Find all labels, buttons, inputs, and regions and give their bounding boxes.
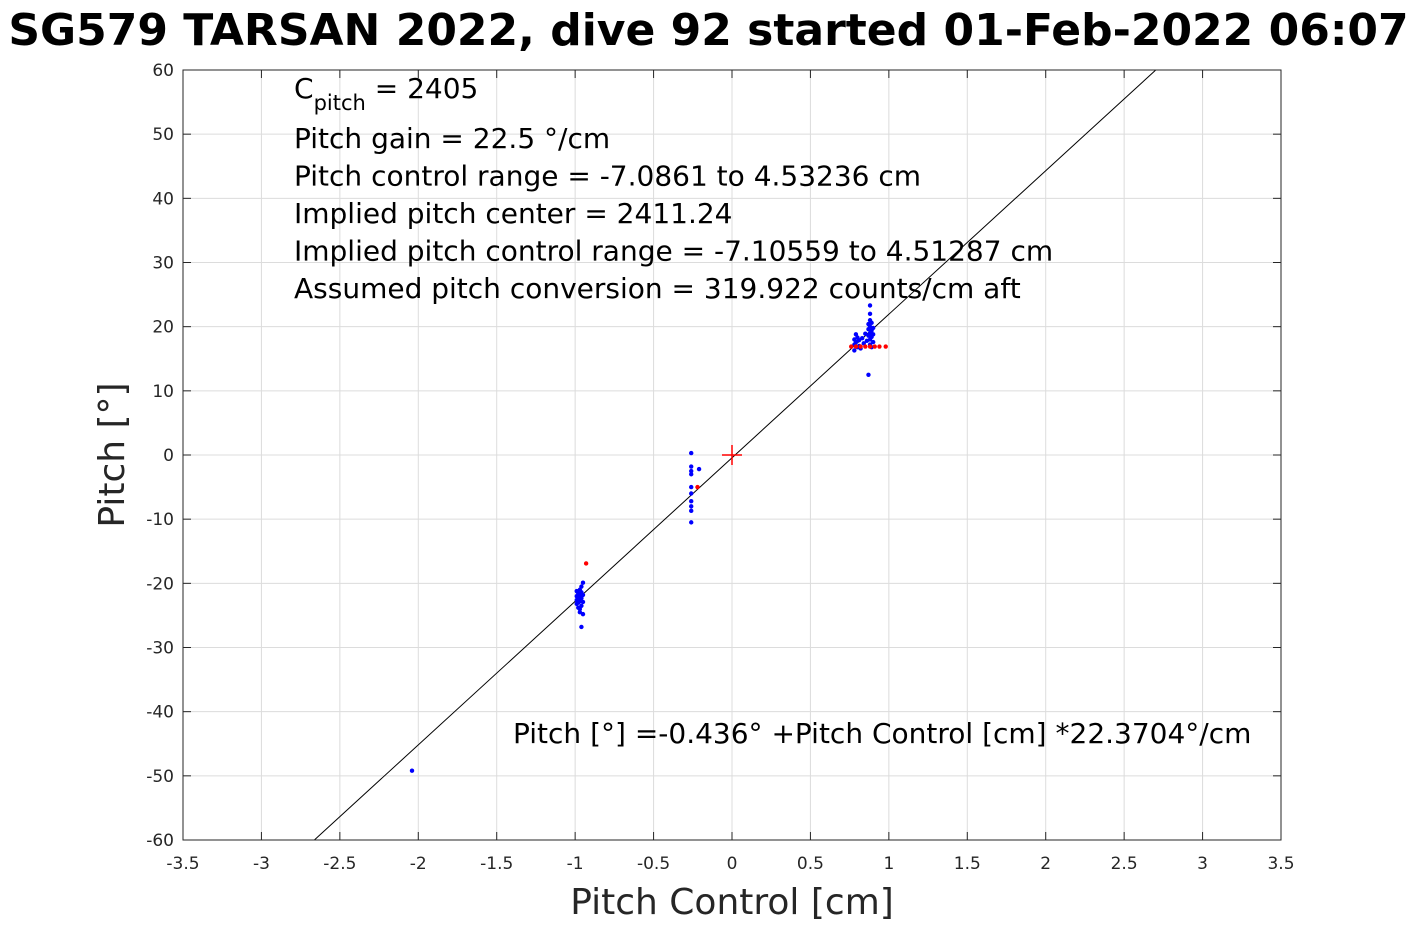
x-tick-label: 2.5 bbox=[1111, 854, 1138, 874]
data-point-blue bbox=[696, 466, 702, 472]
data-point-blue bbox=[870, 332, 876, 337]
data-point-blue bbox=[580, 580, 586, 585]
x-tick-label: -2.5 bbox=[323, 854, 356, 874]
y-tick-label: 50 bbox=[152, 125, 174, 145]
y-tick-label: -50 bbox=[146, 767, 174, 787]
data-point-blue bbox=[579, 584, 584, 589]
c-pitch-value: = 2405 bbox=[366, 72, 479, 105]
y-tick-label: 40 bbox=[152, 189, 174, 209]
data-point-blue bbox=[689, 464, 694, 469]
x-tick-label: 0 bbox=[727, 854, 738, 874]
data-point-blue bbox=[580, 599, 586, 605]
data-point-blue bbox=[689, 484, 694, 490]
y-tick-label: 0 bbox=[163, 446, 174, 466]
data-point-blue bbox=[579, 624, 584, 630]
data-point-blue bbox=[852, 348, 857, 353]
x-axis-label: Pitch Control [cm] bbox=[570, 882, 894, 923]
data-point-blue bbox=[579, 603, 584, 608]
x-tick-label: 1 bbox=[883, 854, 894, 874]
y-tick-label: -40 bbox=[146, 703, 174, 723]
pitch-gain-annotation: Pitch gain = 22.5 °/cm bbox=[294, 122, 610, 155]
data-point-blue bbox=[859, 336, 865, 341]
implied-pitch-center-annotation: Implied pitch center = 2411.24 bbox=[294, 197, 732, 230]
implied-pitch-control-range-annotation: Implied pitch control range = -7.10559 t… bbox=[294, 235, 1053, 268]
data-point-red bbox=[849, 344, 854, 349]
x-tick-label: 3 bbox=[1197, 854, 1208, 874]
data-point-blue bbox=[580, 592, 586, 598]
data-point-blue bbox=[870, 339, 876, 345]
annotation-block: Cpitch = 2405 Pitch gain = 22.5 °/cm Pit… bbox=[294, 72, 1053, 305]
data-point-blue bbox=[870, 325, 876, 331]
c-pitch-annotation: Cpitch = 2405 bbox=[294, 72, 478, 115]
data-point-blue bbox=[689, 499, 694, 504]
data-point-red bbox=[867, 344, 873, 349]
data-point-red bbox=[863, 344, 868, 349]
c-pitch-subscript: pitch bbox=[314, 91, 366, 115]
x-tick-label: -1.5 bbox=[480, 854, 513, 874]
y-axis-label: Pitch [°] bbox=[92, 382, 133, 527]
x-tick-label: -1 bbox=[567, 854, 584, 874]
x-tick-label: 2 bbox=[1040, 854, 1051, 874]
pitch-conversion-annotation: Assumed pitch conversion = 319.922 count… bbox=[294, 272, 1021, 305]
fit-equation-annotation: Pitch [°] =-0.436° +Pitch Control [cm] *… bbox=[513, 717, 1251, 750]
y-tick-label: 10 bbox=[152, 382, 174, 402]
data-point-blue bbox=[689, 520, 694, 525]
y-tick-label: -30 bbox=[146, 639, 174, 659]
data-point-red bbox=[858, 344, 863, 349]
data-point-red bbox=[883, 344, 888, 349]
data-points bbox=[409, 303, 888, 773]
data-point-blue bbox=[867, 303, 873, 308]
c-pitch-prefix: C bbox=[294, 72, 314, 105]
data-point-blue bbox=[689, 472, 694, 477]
y-tick-label: -20 bbox=[146, 574, 174, 594]
center-marker-layer bbox=[722, 445, 742, 465]
data-point-blue bbox=[689, 504, 694, 509]
data-point-blue bbox=[689, 491, 694, 496]
data-point-red bbox=[853, 344, 859, 349]
y-tick-label: 30 bbox=[152, 254, 174, 274]
y-tick-label: 20 bbox=[152, 318, 174, 338]
data-point-red bbox=[695, 484, 700, 490]
pitch-control-range-annotation: Pitch control range = -7.0861 to 4.53236… bbox=[294, 160, 921, 193]
x-tick-label: -3.5 bbox=[166, 854, 199, 874]
y-tick-label: 60 bbox=[152, 61, 174, 81]
data-point-red bbox=[583, 561, 589, 566]
data-point-blue bbox=[869, 320, 874, 326]
x-tick-label: -2 bbox=[410, 854, 427, 874]
data-point-blue bbox=[689, 508, 694, 514]
x-tick-label: 3.5 bbox=[1267, 854, 1294, 874]
data-point-blue bbox=[689, 450, 694, 456]
axis-ticks: -3.5 -3 -2.5 -2 -1.5 -1 -0.5 0 0.5 1 1.5 2 2.5 3 3.5 -6… bbox=[146, 61, 1294, 874]
data-point-blue bbox=[409, 768, 415, 773]
y-tick-label: -10 bbox=[146, 510, 174, 530]
data-point-blue bbox=[577, 610, 583, 615]
data-point-red bbox=[872, 344, 877, 349]
x-tick-label: 0.5 bbox=[797, 854, 824, 874]
data-point-blue bbox=[867, 311, 873, 317]
x-tick-label: 1.5 bbox=[954, 854, 981, 874]
x-tick-label: -3 bbox=[253, 854, 270, 874]
x-tick-label: -0.5 bbox=[637, 854, 670, 874]
chart-title: SG579 TARSAN 2022, dive 92 started 01-Fe… bbox=[8, 5, 1409, 56]
y-tick-label: -60 bbox=[146, 831, 174, 851]
data-point-blue bbox=[866, 372, 871, 377]
data-point-red bbox=[877, 344, 882, 349]
data-point-blue bbox=[689, 468, 694, 474]
